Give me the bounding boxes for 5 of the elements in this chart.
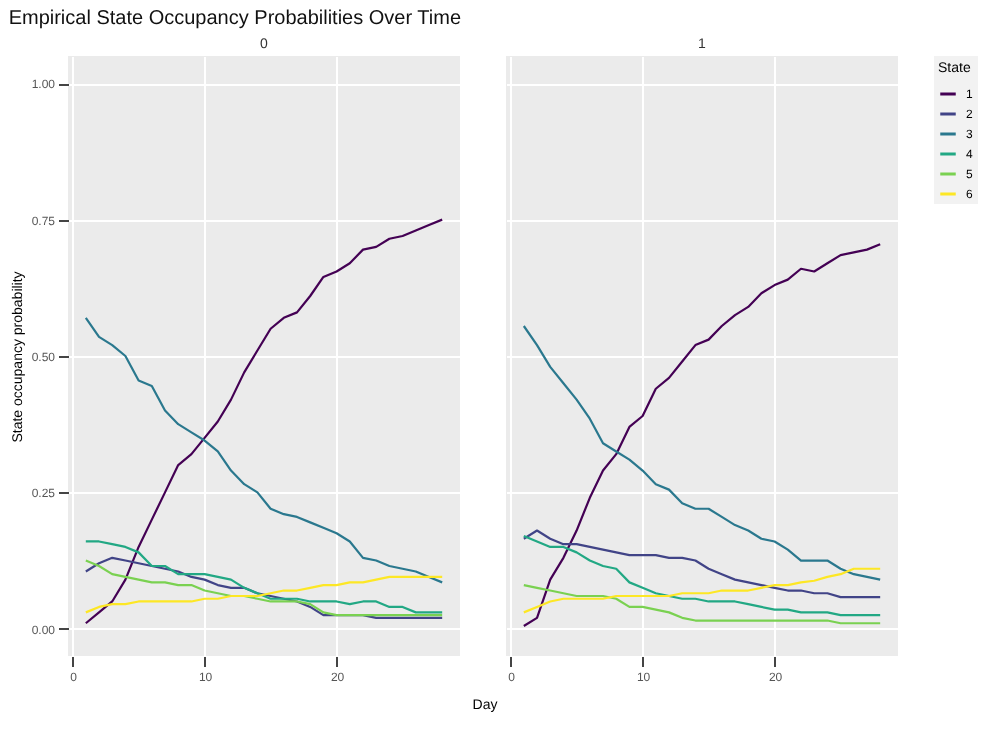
chart-title: Empirical State Occupancy Probabilities Over Time [8, 8, 462, 30]
line-series [84, 316, 444, 584]
line-series [84, 575, 444, 614]
line-series [84, 540, 444, 614]
line-series [84, 218, 444, 625]
